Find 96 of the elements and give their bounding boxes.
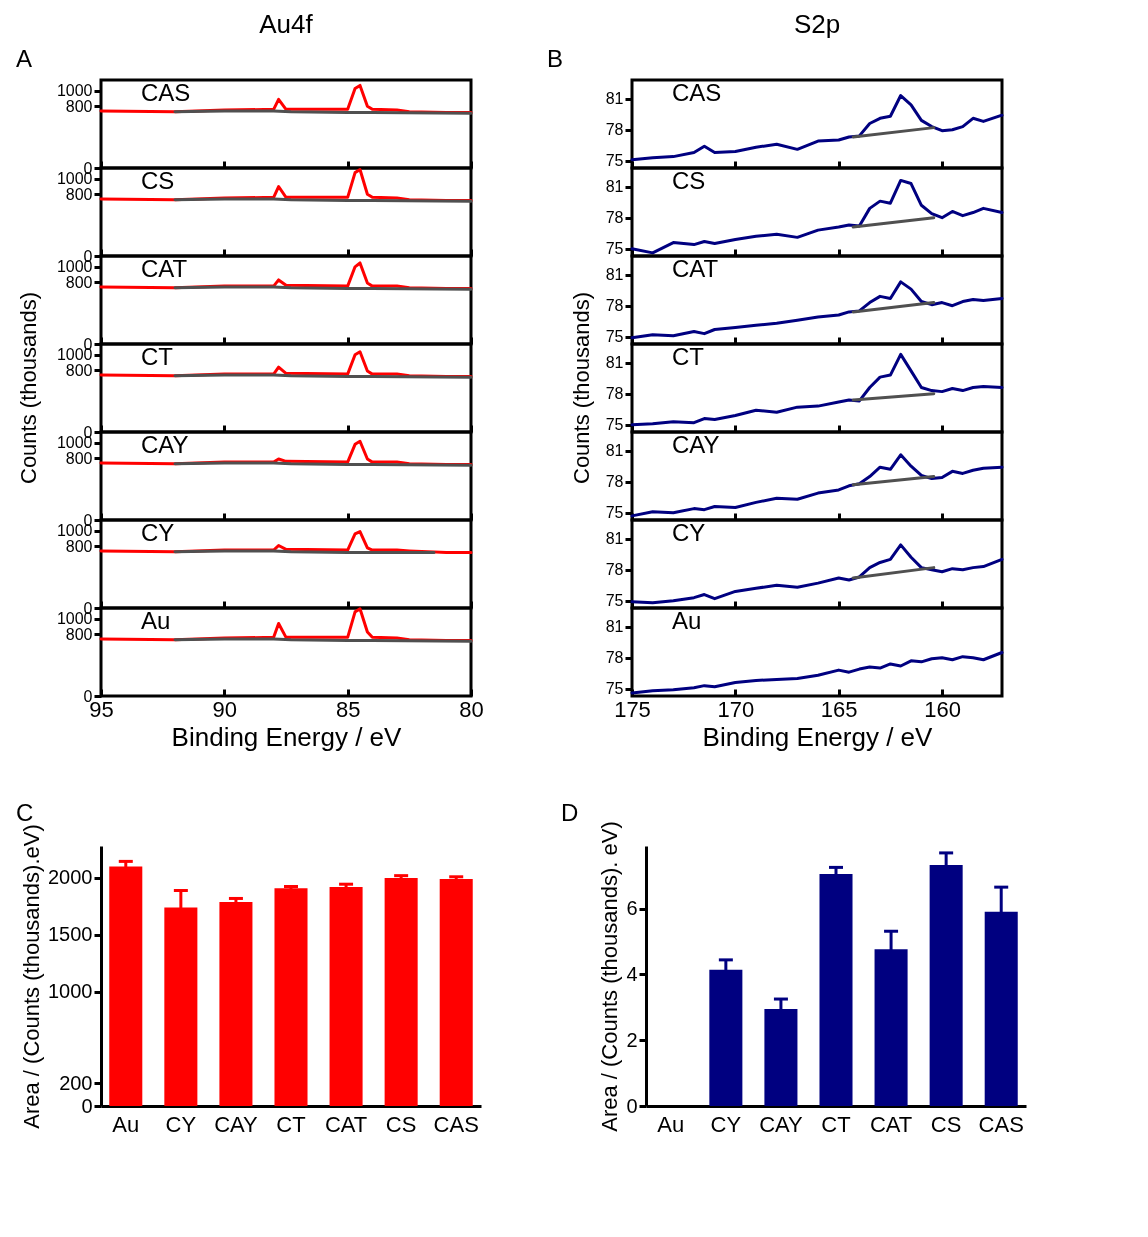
y-tick-label: 800: [65, 449, 93, 467]
x-tick-label: CY: [165, 1111, 197, 1137]
y-tick-label: 800: [65, 185, 93, 203]
x-tick-label: Au: [657, 1111, 685, 1137]
y-tick-label: 2000: [48, 866, 93, 889]
y-tick-label: 75: [605, 416, 624, 434]
x-tick-label: CS: [385, 1111, 417, 1137]
y-tick-label: 75: [605, 152, 624, 170]
y-tick-label: 800: [65, 537, 93, 555]
y-tick-label: 78: [605, 473, 624, 491]
y-tick-label: 1000: [56, 82, 93, 100]
y-tick-label: 78: [605, 561, 624, 579]
bar: [439, 879, 473, 1106]
y-tick-label: 78: [605, 121, 624, 139]
annotation: CAY: [672, 431, 720, 458]
y-tick-label: 800: [65, 361, 93, 379]
y-axis-title: Area / (Counts (thousands). eV): [597, 821, 623, 1132]
annotation: CT: [672, 343, 705, 370]
y-tick-label: 800: [65, 273, 93, 291]
annotation: Au: [672, 607, 702, 634]
line-series: [630, 453, 1004, 518]
x-tick-label: CAS: [978, 1111, 1024, 1137]
bar: [819, 873, 853, 1106]
y-tick-label: 81: [605, 90, 624, 108]
annotation: CAS: [672, 79, 722, 106]
y-tick-label: 78: [605, 297, 624, 315]
y-tick-label: 200: [59, 1071, 93, 1094]
x-tick-label: Au: [112, 1111, 140, 1137]
bar: [274, 888, 308, 1106]
y-tick-label: 2: [626, 1028, 638, 1051]
y-tick-label: 75: [605, 592, 624, 610]
y-tick-label: 81: [605, 618, 624, 636]
line-series: [630, 651, 1004, 695]
y-tick-label: 75: [605, 328, 624, 346]
y-tick-label: 81: [605, 442, 624, 460]
x-tick-label: CAS: [433, 1111, 479, 1137]
bar: [219, 901, 253, 1106]
y-axis-title: Area / (Counts (thousands).eV): [19, 824, 45, 1129]
x-tick-label: 165: [820, 696, 858, 722]
y-tick-label: 81: [605, 266, 624, 284]
x-tick-label: CAT: [324, 1111, 368, 1137]
text: A: [16, 45, 33, 72]
y-tick-label: 75: [605, 504, 624, 522]
y-axis-title: Counts (thousands): [16, 292, 41, 484]
x-tick-label: CT: [821, 1111, 851, 1137]
annotation: CAT: [672, 255, 719, 282]
y-tick-label: 0: [626, 1094, 638, 1117]
y-tick-label: 78: [605, 649, 624, 667]
y-tick-label: 4: [626, 962, 638, 985]
x-tick-label: CT: [276, 1111, 306, 1137]
x-tick-label: CAT: [869, 1111, 913, 1137]
y-tick-label: 81: [605, 178, 624, 196]
bar: [109, 866, 143, 1106]
x-tick-label: 80: [459, 696, 484, 722]
y-tick-label: 81: [605, 354, 624, 372]
y-tick-label: 78: [605, 209, 624, 227]
y-tick-label: 81: [605, 530, 624, 548]
x-axis-title: Binding Energy / eV: [702, 721, 934, 752]
line-series: [630, 280, 1004, 340]
bar: [329, 887, 363, 1106]
x-tick-label: CY: [710, 1111, 742, 1137]
y-axis-title: Counts (thousands): [569, 292, 594, 484]
y-tick-label: 75: [605, 240, 624, 258]
annotation: CAY: [141, 431, 189, 458]
x-tick-label: 170: [717, 696, 755, 722]
y-tick-label: 800: [65, 625, 93, 643]
line-series: [630, 543, 1004, 605]
annotation: CY: [672, 519, 706, 546]
x-tick-label: CAY: [214, 1111, 259, 1137]
text: B: [547, 45, 564, 72]
bar: [384, 877, 418, 1106]
x-tick-label: CS: [930, 1111, 962, 1137]
y-tick-label: 0: [81, 1094, 93, 1117]
text: D: [561, 799, 579, 826]
text: C: [16, 799, 34, 826]
y-tick-label: 6: [626, 897, 638, 920]
annotation: Au: [141, 607, 171, 634]
annotation: CT: [141, 343, 174, 370]
y-tick-label: 78: [605, 385, 624, 403]
chart-title: S2p: [793, 9, 841, 39]
x-tick-label: 175: [614, 696, 651, 722]
x-tick-label: CAY: [759, 1111, 804, 1137]
chart-title: Au4f: [259, 9, 314, 39]
x-tick-label: 160: [924, 696, 961, 722]
y-tick-label: 75: [605, 680, 624, 698]
annotation: CAS: [141, 79, 191, 106]
annotation: CS: [672, 167, 706, 194]
x-axis-title: Binding Energy / eV: [171, 721, 403, 752]
annotation: CAT: [141, 255, 188, 282]
y-tick-label: 1000: [48, 980, 93, 1003]
x-tick-label: 90: [212, 696, 238, 722]
y-tick-label: 1500: [48, 923, 93, 946]
x-tick-label: 85: [335, 696, 361, 722]
annotation: CS: [141, 167, 175, 194]
annotation: CY: [141, 519, 175, 546]
y-tick-label: 800: [65, 97, 93, 115]
